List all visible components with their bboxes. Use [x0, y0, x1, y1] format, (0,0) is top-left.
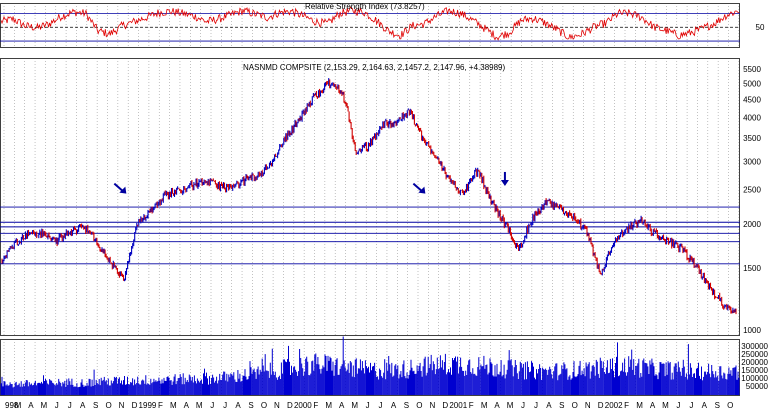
x-tick-label: M [15, 401, 22, 410]
arrow-shaft [412, 182, 423, 192]
panel-frame [0, 58, 740, 336]
x-tick-label: M [170, 401, 177, 410]
panel-frame [0, 3, 740, 48]
x-tick-label: M [351, 401, 358, 410]
x-tick-label: M [507, 401, 514, 410]
price-panel: 5500 5000 4500 4000 3500 3000 2500 2000 1500 1000 [0, 58, 761, 336]
x-tick-label: A [494, 401, 500, 410]
x-tick-label: A [80, 401, 86, 410]
x-tick-label: J [55, 401, 59, 410]
rsi-panel: 50 [0, 3, 765, 48]
price-tick-label: 3000 [743, 158, 761, 167]
rsi-tick-label: 50 [756, 23, 765, 32]
x-tick-label: 1999 [139, 401, 157, 410]
x-tick-label: 2000 [294, 401, 312, 410]
arrow-icon [113, 182, 127, 194]
x-tick-label: D [442, 401, 448, 410]
x-tick-label: J [689, 401, 693, 410]
price-tick-label: 5000 [743, 79, 761, 88]
x-tick-label: J [676, 401, 680, 410]
x-tick-label: F [313, 401, 318, 410]
volume-tick-label: 200000 [741, 358, 768, 367]
x-tick-label: M [325, 401, 332, 410]
x-tick-label: S [404, 401, 409, 410]
rsi-line [0, 6, 739, 41]
x-tick-label: M [196, 401, 203, 410]
volume-tick-label: 300000 [741, 342, 768, 351]
rsi-title: Relative Strength Index (73.8257) [305, 2, 425, 11]
x-tick-label: A [702, 401, 708, 410]
x-tick-label: O [572, 401, 578, 410]
arrow-head [500, 179, 509, 186]
x-tick-label: J [210, 401, 214, 410]
x-tick-label: A [546, 401, 552, 410]
x-tick-label: J [379, 401, 383, 410]
x-tick-label: 998 [5, 401, 19, 410]
price-title: NASNMD COMPSITE (2,153.29, 2,164.63, 2,1… [243, 63, 506, 72]
price-tick-label: 1500 [743, 264, 761, 273]
volume-tick-label: 100000 [741, 374, 768, 383]
arrow-icon [500, 171, 509, 186]
volume-tick-label: 50000 [746, 382, 769, 391]
price-tick-label: 3500 [743, 134, 761, 143]
x-tick-label: S [559, 401, 564, 410]
x-tick-label: J [534, 401, 538, 410]
x-tick-label: F [158, 401, 163, 410]
arrow-head [418, 186, 426, 194]
price-tick-label: 4000 [743, 114, 761, 123]
arrow-shaft [113, 182, 123, 192]
x-tick-label: M [662, 401, 669, 410]
x-tick-label: S [248, 401, 253, 410]
x-tick-label: F [469, 401, 474, 410]
x-tick-label: A [650, 401, 656, 410]
x-tick-label: A [339, 401, 345, 410]
panel-frame [0, 339, 740, 396]
volume-tick-label: 150000 [741, 366, 768, 375]
x-tick-label: J [223, 401, 227, 410]
x-tick-label: A [28, 401, 34, 410]
x-tick-label: A [184, 401, 190, 410]
x-tick-label: D [598, 401, 604, 410]
x-tick-label: A [235, 401, 241, 410]
x-tick-label: J [366, 401, 370, 410]
x-tick-label: M [636, 401, 643, 410]
x-tick-label: 2002 [605, 401, 623, 410]
x-tick-label: D [287, 401, 293, 410]
arrow-head [119, 186, 127, 194]
x-tick-label: J [521, 401, 525, 410]
x-tick-label: D [132, 401, 138, 410]
x-tick-label: N [585, 401, 591, 410]
x-tick-label: O [727, 401, 733, 410]
volume-tick-label: 250000 [741, 350, 768, 359]
price-tick-label: 4500 [743, 96, 761, 105]
x-tick-label: S [93, 401, 98, 410]
price-tick-label: 1000 [743, 326, 761, 335]
x-tick-label: O [261, 401, 267, 410]
x-tick-label: O [416, 401, 422, 410]
price-tick-label: 5500 [743, 65, 761, 74]
x-tick-label: O [105, 401, 111, 410]
x-tick-label: 2001 [449, 401, 467, 410]
x-tick-label: N [274, 401, 280, 410]
x-tick-label: N [119, 401, 125, 410]
price-tick-label: 2000 [743, 220, 761, 229]
x-tick-label: M [41, 401, 48, 410]
x-tick-label: F [624, 401, 629, 410]
x-tick-label: M [481, 401, 488, 410]
price-tick-label: 2500 [743, 186, 761, 195]
x-tick-label: S [715, 401, 720, 410]
x-tick-label: N [429, 401, 435, 410]
x-tick-label: A [391, 401, 397, 410]
x-tick-label: J [68, 401, 72, 410]
arrow-icon [412, 182, 426, 194]
